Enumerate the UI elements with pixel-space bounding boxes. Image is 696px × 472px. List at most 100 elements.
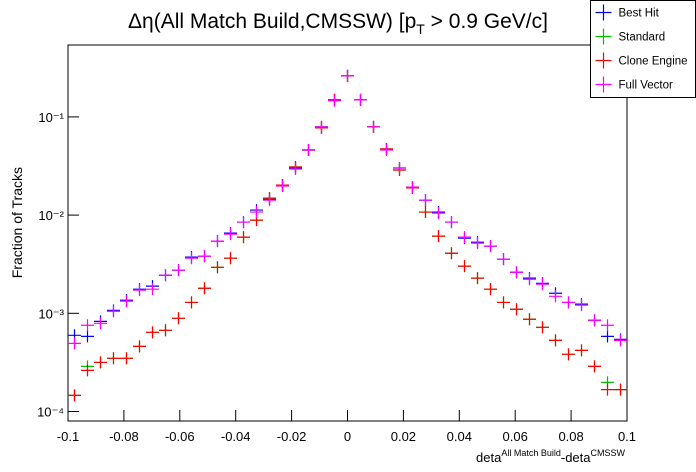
data-point	[418, 194, 432, 207]
data-point	[548, 290, 562, 303]
data-point	[68, 389, 81, 402]
data-point	[106, 305, 120, 318]
data-point	[418, 206, 432, 219]
data-point	[250, 206, 264, 219]
plot-frame	[67, 44, 628, 422]
legend-marker	[595, 76, 612, 93]
data-point	[561, 348, 576, 361]
data-point	[588, 360, 602, 373]
data-point	[237, 216, 251, 229]
data-point	[289, 162, 302, 175]
data-point	[119, 295, 134, 308]
data-point	[405, 181, 419, 194]
data-point	[535, 321, 549, 334]
data-point	[172, 264, 185, 277]
x-tick-label: -0.08	[109, 429, 139, 444]
data-point	[210, 235, 224, 248]
data-point	[614, 334, 627, 347]
x-tick-label: 0.06	[503, 429, 528, 444]
legend-label: Full Vector	[619, 80, 673, 92]
data-point	[601, 383, 615, 396]
data-point	[561, 296, 576, 309]
x-label-sup: All Match Build	[501, 448, 561, 458]
legend-label: Best Hit	[619, 8, 660, 20]
data-point	[535, 278, 549, 291]
data-point	[119, 352, 134, 365]
data-point	[497, 253, 511, 266]
y-tick-label: 10⁻³	[38, 306, 64, 321]
title-sub: T	[416, 21, 425, 37]
data-point	[80, 364, 94, 377]
data-point	[497, 296, 511, 309]
data-point	[548, 334, 562, 347]
x-tick-label: 0.04	[447, 429, 472, 444]
data-point	[393, 161, 406, 174]
data-point	[457, 260, 472, 273]
y-axis-label: Fraction of Tracks	[9, 167, 25, 278]
x-tick-label: 0.02	[391, 429, 416, 444]
data-point	[367, 120, 381, 133]
x-axis-label: detaAll Match Build-detaCMSSW	[476, 448, 625, 465]
data-point	[159, 269, 173, 282]
data-point	[575, 299, 589, 312]
data-point	[457, 231, 472, 244]
data-point	[601, 319, 615, 332]
data-point	[133, 340, 147, 353]
data-point	[340, 69, 355, 82]
y-tick-label: 10⁻²	[38, 208, 64, 223]
data-point	[68, 337, 81, 350]
data-point	[263, 194, 277, 207]
data-point	[380, 144, 394, 157]
data-point	[172, 312, 185, 325]
data-point	[314, 120, 328, 133]
data-point	[93, 317, 107, 330]
data-point	[484, 283, 498, 296]
data-point	[575, 344, 589, 357]
data-point	[146, 326, 160, 339]
data-point	[133, 284, 147, 297]
data-point	[444, 247, 458, 260]
legend-marker	[595, 52, 612, 69]
legend-marker	[595, 28, 612, 45]
data-point	[588, 314, 602, 327]
data-point	[80, 319, 94, 332]
data-point	[431, 230, 445, 243]
data-point	[223, 252, 238, 265]
data-point	[484, 240, 498, 253]
data-point	[93, 356, 107, 369]
data-point	[106, 352, 120, 365]
data-point	[184, 296, 198, 309]
data-point	[210, 261, 224, 274]
data-point	[159, 324, 173, 337]
legend: Best Hit Standard Clone Engine Full Vector	[590, 0, 696, 98]
title-part: > 0.9 GeV/c]	[425, 10, 548, 33]
data-point	[197, 250, 211, 263]
data-point	[327, 94, 341, 107]
x-tick-label: -0.1	[57, 429, 79, 444]
data-point	[510, 266, 523, 279]
data-point	[471, 237, 485, 250]
y-tick-label: 10⁻⁴	[37, 404, 64, 419]
x-tick-label: -0.02	[277, 429, 307, 444]
chart-title: Δη(All Match Build,CMSSW) [pT > 0.9 GeV/…	[128, 10, 548, 37]
data-point	[184, 252, 198, 265]
data-point	[301, 144, 315, 157]
x-label-part: -deta	[561, 450, 591, 465]
x-tick-label: 0	[344, 429, 351, 444]
data-point	[444, 216, 458, 229]
legend-marker	[595, 4, 612, 21]
data-point	[522, 313, 536, 326]
data-point	[80, 330, 94, 343]
data-point	[197, 282, 211, 295]
data-point	[431, 207, 445, 220]
data-point	[354, 93, 368, 106]
data-point	[614, 383, 627, 396]
data-point	[471, 272, 485, 285]
y-tick-label: 10⁻¹	[38, 110, 64, 125]
data-point	[146, 283, 160, 296]
x-tick-label: -0.06	[165, 429, 195, 444]
x-label-part: deta	[476, 450, 502, 465]
data-point	[276, 179, 290, 192]
x-tick-label: 0.1	[618, 429, 636, 444]
